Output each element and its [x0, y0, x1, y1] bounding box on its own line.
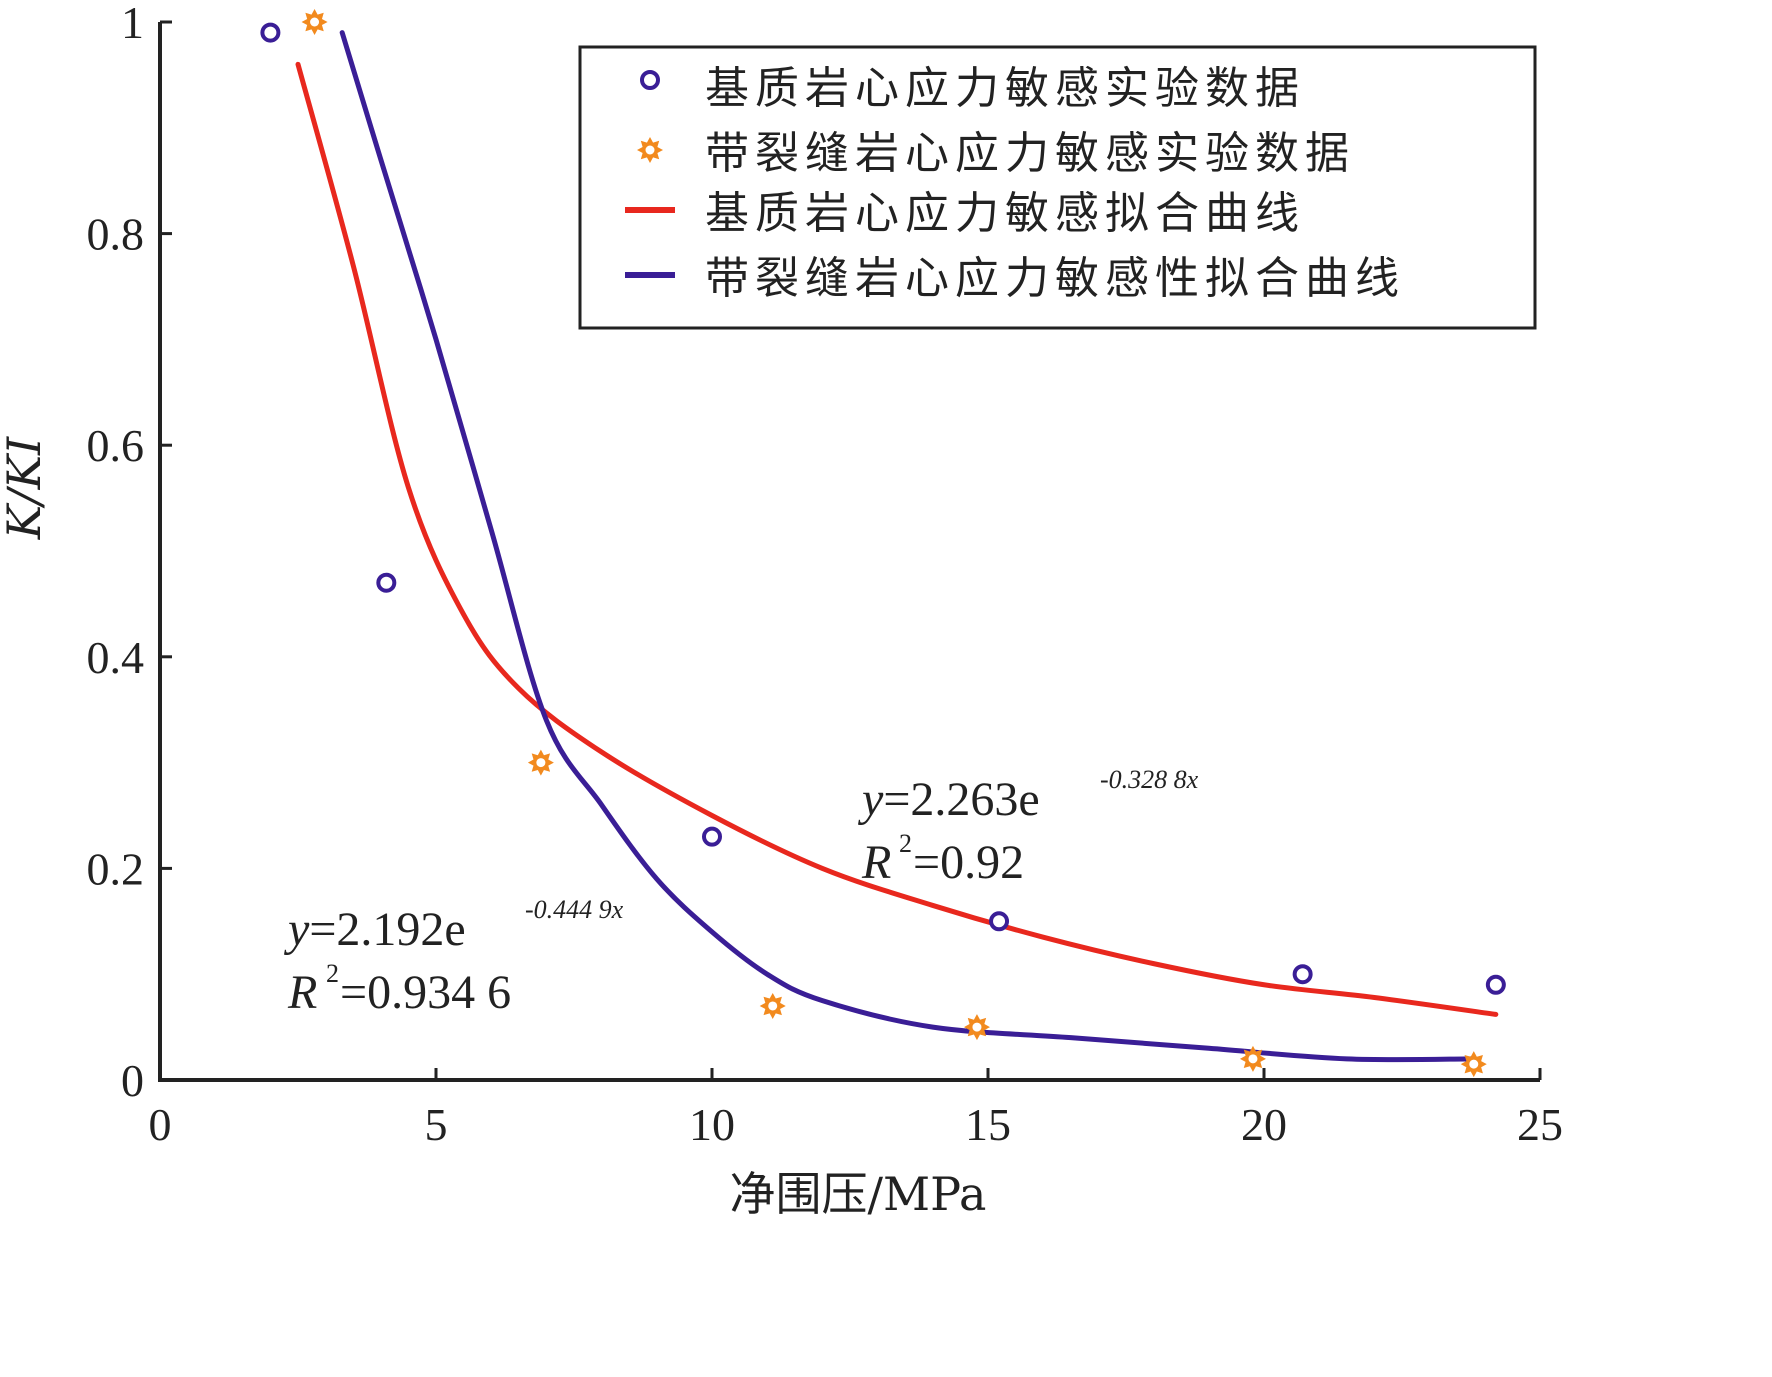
- data-point-circle: [989, 911, 1010, 932]
- annotation-matrix-r-sup: 2: [899, 829, 912, 858]
- legend-box: [578, 45, 1537, 330]
- annotation-fracture-r2-value: =0.934 6: [340, 966, 511, 1019]
- annotation-fracture-equation: =2.192e: [309, 903, 465, 956]
- annotation-matrix-r2-value: =0.92: [913, 836, 1024, 889]
- y-tick-label: 0: [121, 1055, 144, 1106]
- axes: [158, 22, 1540, 1082]
- data-point-circle: [260, 22, 281, 43]
- annotation-fracture: y=2.192e -0.444 9x R 2 =0.934 6: [283, 895, 624, 1019]
- annotation-matrix-y: y: [857, 773, 884, 826]
- data-point-star: [963, 1014, 990, 1041]
- svg-text:R: R: [861, 836, 891, 889]
- svg-text:y=2.263e: y=2.263e: [857, 773, 1040, 826]
- legend: 基质岩心应力敏感实验数据 带裂缝岩心应力敏感实验数据 基质岩心应力敏感拟合曲线 …: [578, 45, 1537, 330]
- y-tick-label: 0.6: [87, 420, 145, 471]
- x-tick-label: 5: [425, 1099, 448, 1150]
- annotation-matrix-r: R: [861, 836, 891, 889]
- annotation-fracture-r-sup: 2: [326, 959, 339, 988]
- annotation-fracture-exponent: -0.444 9x: [525, 895, 624, 924]
- x-tick-label: 15: [965, 1099, 1011, 1150]
- x-tick-label: 0: [149, 1099, 172, 1150]
- y-tick-label: 1: [121, 0, 144, 48]
- annotation-fracture-y: y: [283, 903, 310, 956]
- data-point-star: [759, 992, 786, 1019]
- legend-marker-circle: [640, 70, 660, 90]
- fit-line-3: [339, 30, 1477, 1063]
- legend-label-fracture-fit: 带裂缝岩心应力敏感性拟合曲线: [705, 253, 1405, 304]
- data-point-circle: [376, 572, 397, 593]
- data-point-circle: [702, 826, 722, 847]
- svg-text:R: R: [287, 966, 317, 1019]
- annotation-matrix-exponent: -0.328 8x: [1100, 765, 1199, 794]
- data-point-star: [301, 9, 328, 35]
- annotation-matrix-equation: =2.263e: [883, 773, 1039, 826]
- x-axis-title: 净围压/MPa: [730, 1167, 987, 1221]
- y-axis-title: K/KI: [0, 436, 51, 540]
- series-points: [260, 9, 1506, 1078]
- annotation-matrix: y=2.263e -0.328 8x R 2 =0.92: [857, 765, 1199, 889]
- data-point-star: [527, 749, 554, 776]
- series-lines: [295, 30, 1499, 1063]
- legend-label-matrix-data: 基质岩心应力敏感实验数据: [705, 63, 1305, 114]
- legend-label-fracture-data: 带裂缝岩心应力敏感实验数据: [705, 128, 1355, 179]
- y-tick-label: 0.2: [87, 843, 145, 894]
- chart-plot: 0 5 10 15 20 25 0 0.2 0.4 0.6 0.8 1 净围压/MPa K/KI y…: [0, 0, 1563, 1221]
- legend-marker-star: [637, 137, 663, 163]
- y-tick-label: 0.8: [87, 209, 145, 260]
- data-point-circle: [1292, 964, 1313, 985]
- x-ticks: 0 5 10 15 20 25: [149, 1068, 1563, 1150]
- y-tick-label: 0.4: [87, 632, 145, 683]
- x-tick-label: 20: [1241, 1099, 1287, 1150]
- data-point-star: [1460, 1051, 1487, 1078]
- fit-line-2: [295, 61, 1499, 1017]
- data-point-star: [1239, 1045, 1266, 1072]
- annotation-fracture-r: R: [287, 966, 317, 1019]
- y-ticks: 0 0.2 0.4 0.6 0.8 1: [87, 0, 172, 1106]
- x-tick-label: 10: [689, 1099, 735, 1150]
- data-point-circle: [1485, 974, 1506, 995]
- legend-label-matrix-fit: 基质岩心应力敏感拟合曲线: [705, 188, 1305, 239]
- svg-text:y=2.192e: y=2.192e: [283, 903, 466, 956]
- x-tick-label: 25: [1517, 1099, 1563, 1150]
